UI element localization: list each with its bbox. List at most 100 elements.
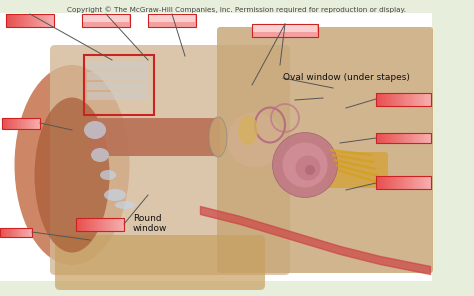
Bar [414,93,417,106]
Bar [20,228,22,237]
Text: Round
window: Round window [133,214,167,234]
Bar [385,93,388,106]
Bar [35,14,37,27]
FancyArrow shape [337,169,380,184]
Text: Copyright © The McGraw-Hill Companies, Inc. Permission required for reproduction: Copyright © The McGraw-Hill Companies, I… [67,6,407,13]
Bar [111,218,113,231]
Bar [389,93,391,106]
FancyBboxPatch shape [50,45,290,275]
Bar [2,118,40,129]
Bar [9,228,10,237]
Bar [5,118,6,129]
Bar [7,118,9,129]
Bar [47,14,50,27]
Ellipse shape [305,165,315,175]
Bar [15,228,17,237]
Bar [41,14,43,27]
FancyArrow shape [332,154,374,163]
Bar [407,133,410,143]
Bar [122,218,125,231]
FancyArrow shape [334,159,376,170]
Bar [414,133,417,143]
Bar [20,118,21,129]
Bar [24,228,25,237]
Bar [6,118,8,129]
Bar [3,228,5,237]
Bar [418,176,420,189]
Text: Oval window (under stapes): Oval window (under stapes) [283,73,410,83]
Bar [409,176,411,189]
Bar [28,228,29,237]
Bar [13,118,15,129]
Bar [426,133,428,143]
Bar [45,14,46,27]
Bar [378,133,380,143]
Bar [411,133,413,143]
Bar [396,93,399,106]
Bar [409,93,411,106]
Bar [87,218,89,231]
Bar [22,118,24,129]
Bar [387,93,389,106]
Bar [40,14,42,27]
Ellipse shape [115,201,135,209]
Bar [28,14,30,27]
Bar [383,133,386,143]
Bar [418,133,420,143]
Bar [378,176,380,189]
Bar [382,176,384,189]
Bar [400,133,402,143]
Ellipse shape [100,170,116,180]
Bar [25,228,26,237]
Ellipse shape [209,117,227,157]
Ellipse shape [35,97,109,252]
Ellipse shape [104,189,126,201]
Bar [422,93,424,106]
Bar [100,218,102,231]
Bar [30,118,32,129]
Bar [426,93,428,106]
Bar [376,93,378,106]
Bar [376,93,431,106]
FancyArrow shape [330,149,372,156]
Bar [32,14,34,27]
Bar [394,133,397,143]
Bar [38,14,40,27]
Bar [422,133,424,143]
Bar [2,228,4,237]
Bar [387,176,389,189]
Bar [401,93,404,106]
Bar [380,93,382,106]
Ellipse shape [84,121,106,139]
Bar [383,93,386,106]
Ellipse shape [228,112,283,168]
Bar [31,118,33,129]
Bar [106,218,109,231]
Bar [9,118,11,129]
Bar [26,118,28,129]
Bar [416,93,419,106]
Ellipse shape [15,65,129,265]
Bar [400,176,402,189]
Bar [428,93,429,106]
Bar [424,93,426,106]
Bar [411,93,413,106]
Bar [25,118,27,129]
Bar [87,92,147,100]
Bar [422,176,424,189]
Bar [429,133,431,143]
Bar [11,118,13,129]
Bar [148,14,196,27]
Bar [420,133,422,143]
Bar [424,133,426,143]
Bar [424,176,426,189]
Bar [76,218,78,231]
Bar [4,228,6,237]
Bar [376,133,378,143]
Bar [25,14,27,27]
Bar [429,176,431,189]
Bar [392,93,395,106]
Bar [31,228,33,237]
Bar [253,25,317,31]
Bar [39,118,40,129]
